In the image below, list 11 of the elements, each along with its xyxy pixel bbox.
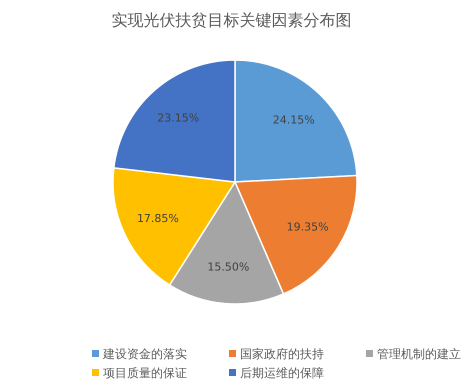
data-label: 17.85% <box>136 212 179 226</box>
legend-label: 管理机制的建立 <box>377 347 461 361</box>
legend-label: 后期运维的保障 <box>240 366 324 380</box>
data-label: 24.15% <box>272 114 315 127</box>
legend-label: 项目质量的保证 <box>103 366 187 380</box>
chart-title: 实现光伏扶贫目标关键因素分布图 <box>112 10 352 30</box>
data-label: 19.35% <box>286 220 329 234</box>
data-label: 15.50% <box>207 260 250 274</box>
legend-label: 国家政府的扶持 <box>240 347 324 361</box>
legend-label: 建设资金的落实 <box>102 347 187 361</box>
data-label: 23.15% <box>157 112 200 125</box>
